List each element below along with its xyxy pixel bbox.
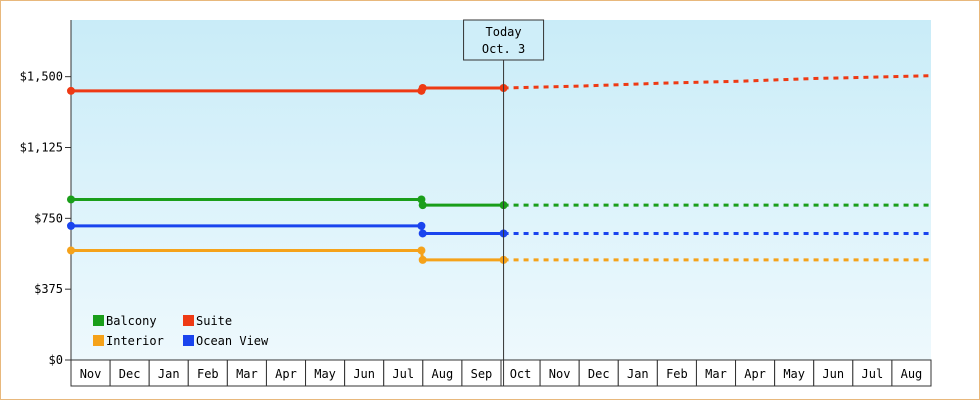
y-tick-label: $750 [34,211,63,225]
legend-label-ocean-view: Ocean View [196,334,269,348]
legend-label-suite: Suite [196,314,232,328]
month-cell [617,359,658,387]
legend-swatch-balcony [93,315,104,326]
month-label: Aug [432,367,454,381]
month-cell [500,359,541,387]
month-cell [383,359,424,387]
month-label: Jul [862,367,884,381]
legend-swatch-suite [183,315,194,326]
y-axis: $0 $375 $750 $1,125 $1,500 [20,70,71,367]
month-cell [187,359,228,387]
month-label: Nov [549,367,571,381]
month-cell [70,359,111,387]
month-label: May [783,367,805,381]
month-label: Dec [119,367,141,381]
month-label: Oct [510,367,532,381]
today-label: Today [486,25,522,39]
data-point-ocean-view [67,221,75,230]
month-cell [656,359,697,387]
series-line-interior [71,248,504,262]
legend-swatch-interior [93,335,104,346]
month-cell [735,359,776,387]
month-label: Dec [588,367,610,381]
data-point-interior [417,246,426,255]
month-label: May [314,367,336,381]
month-cell [891,359,932,387]
y-tick-label: $0 [49,353,63,367]
data-point-suite [418,84,427,92]
month-cell [305,359,346,387]
month-cell [226,359,267,387]
today-date: Oct. 3 [482,42,525,56]
data-point-ocean-view [418,229,427,238]
month-label: Sep [471,367,493,381]
y-tick-label: $1,125 [20,141,63,155]
data-point-interior [418,255,427,264]
month-label: Jan [627,367,649,381]
month-axis: Nov Dec Jan Feb Mar Apr May Jun Jul Aug Sep Oct Nov D… [70,359,932,387]
legend-swatch-ocean-view [183,335,194,346]
month-label: Jun [822,367,844,381]
y-tick-label: $1,500 [20,70,63,84]
plot-area [71,20,931,360]
today-marker: Today Oct. 3 [463,19,545,386]
month-label: Jul [392,367,414,381]
month-cell [774,359,815,387]
data-point-interior [67,246,75,255]
month-label: Feb [197,367,219,381]
month-label: Apr [275,367,297,381]
month-cell [461,359,502,387]
month-label: Mar [236,367,258,381]
month-label: Nov [80,367,102,381]
legend: Balcony Suite Interior Ocean View [93,314,269,348]
data-point-suite [67,86,75,95]
month-label: Jan [158,367,180,381]
data-point-ocean-view [417,221,426,230]
series-projection-suite [503,74,932,90]
month-label: Jun [353,367,375,381]
month-cell [265,359,307,387]
series-layer [67,74,932,264]
month-label: Mar [705,367,727,381]
month-label: Feb [666,367,688,381]
legend-label-balcony: Balcony [106,314,157,328]
month-cell [344,359,385,387]
month-label: Apr [744,367,766,381]
data-point-balcony [67,195,75,204]
y-tick-label: $375 [34,282,63,296]
month-label: Aug [901,367,923,381]
today-label-box [463,19,545,61]
legend-label-interior: Interior [106,334,164,348]
data-point-balcony [418,201,427,210]
